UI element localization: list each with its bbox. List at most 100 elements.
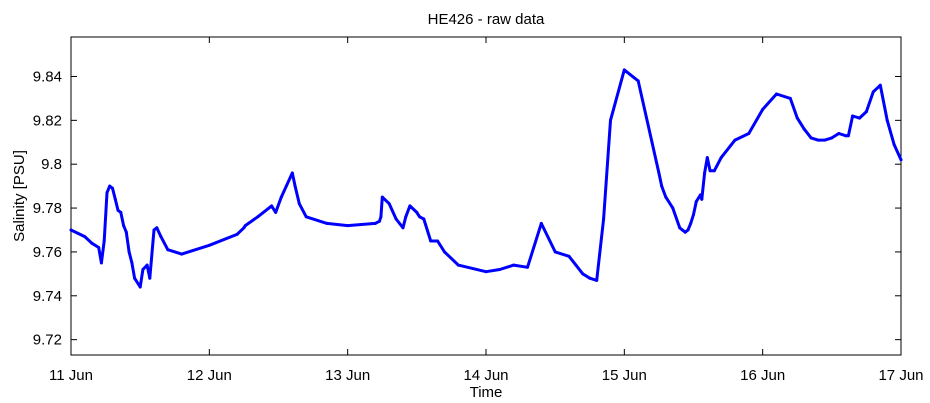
data-point bbox=[159, 235, 163, 239]
chart-title: HE426 - raw data bbox=[428, 11, 545, 28]
x-tick-label: 13 Jun bbox=[325, 367, 370, 384]
data-point bbox=[671, 206, 675, 210]
data-point bbox=[270, 204, 274, 208]
data-point bbox=[712, 169, 716, 173]
series-line-0 bbox=[69, 68, 903, 289]
data-point bbox=[775, 92, 778, 96]
data-point bbox=[595, 278, 599, 282]
data-point bbox=[113, 197, 117, 201]
data-point bbox=[761, 107, 765, 111]
data-point bbox=[498, 268, 502, 271]
y-tick-label: 9.74 bbox=[33, 288, 62, 305]
data-point bbox=[373, 221, 377, 225]
data-point bbox=[242, 226, 246, 230]
data-point bbox=[636, 79, 640, 83]
data-point bbox=[567, 254, 571, 258]
data-point bbox=[692, 213, 695, 217]
data-point bbox=[133, 276, 137, 280]
data-point bbox=[892, 143, 896, 146]
data-point bbox=[689, 221, 693, 225]
data-point bbox=[97, 246, 101, 249]
data-point bbox=[657, 171, 661, 175]
data-point bbox=[111, 186, 114, 190]
data-point bbox=[686, 228, 690, 232]
y-tick-label: 9.76 bbox=[33, 244, 62, 261]
data-point bbox=[602, 217, 606, 221]
y-tick-label: 9.78 bbox=[33, 200, 62, 217]
data-point bbox=[700, 197, 704, 201]
data-point bbox=[809, 136, 813, 140]
data-point bbox=[878, 83, 882, 87]
data-point bbox=[293, 184, 297, 188]
x-tick-label: 17 Jun bbox=[878, 367, 923, 384]
data-point bbox=[394, 217, 398, 221]
data-point bbox=[871, 90, 875, 94]
data-point bbox=[243, 224, 247, 228]
data-point bbox=[141, 268, 145, 271]
data-point bbox=[166, 248, 170, 252]
data-point bbox=[274, 210, 278, 214]
data-point bbox=[747, 132, 751, 135]
data-point bbox=[99, 261, 103, 265]
data-point bbox=[401, 226, 405, 230]
data-point bbox=[130, 261, 134, 265]
data-point bbox=[683, 230, 687, 234]
data-point bbox=[837, 132, 841, 135]
data-point bbox=[851, 114, 855, 118]
data-point bbox=[858, 116, 861, 120]
data-point bbox=[124, 230, 128, 234]
data-point bbox=[664, 195, 668, 199]
data-point bbox=[415, 210, 419, 214]
data-point bbox=[304, 215, 308, 219]
y-tick-label: 9.72 bbox=[33, 332, 62, 349]
data-point bbox=[622, 68, 626, 72]
data-point bbox=[436, 239, 440, 243]
data-point bbox=[418, 215, 422, 219]
data-point bbox=[708, 169, 712, 173]
data-point bbox=[553, 250, 557, 254]
y-tick-label: 9.84 bbox=[33, 68, 62, 85]
y-tick-label: 9.8 bbox=[41, 156, 62, 173]
data-point bbox=[105, 191, 109, 195]
series-layer bbox=[69, 68, 903, 289]
data-point bbox=[279, 195, 283, 199]
data-point bbox=[138, 285, 142, 289]
data-point bbox=[705, 156, 709, 160]
data-point bbox=[864, 110, 868, 114]
data-point bbox=[256, 215, 260, 219]
data-point bbox=[588, 276, 592, 280]
x-tick-label: 14 Jun bbox=[463, 367, 508, 384]
data-point bbox=[830, 136, 834, 140]
data-point bbox=[795, 116, 799, 120]
y-axis-label: Salinity [PSU] bbox=[11, 150, 28, 242]
axis-ticks bbox=[70, 37, 902, 355]
data-point bbox=[484, 270, 488, 274]
data-point bbox=[429, 239, 433, 243]
data-point bbox=[145, 263, 149, 267]
data-point bbox=[733, 138, 737, 142]
data-point bbox=[823, 138, 827, 142]
data-point bbox=[422, 217, 426, 221]
data-point bbox=[512, 263, 516, 267]
plot-frame bbox=[70, 36, 902, 356]
data-point bbox=[127, 250, 131, 254]
data-point bbox=[660, 184, 664, 188]
data-point bbox=[122, 224, 126, 228]
x-tick-label: 16 Jun bbox=[740, 367, 785, 384]
data-point bbox=[456, 263, 460, 267]
data-point bbox=[899, 158, 903, 162]
data-point bbox=[325, 221, 329, 225]
data-point bbox=[116, 208, 120, 212]
data-point bbox=[152, 228, 156, 232]
data-point bbox=[698, 193, 702, 197]
data-point bbox=[408, 204, 412, 208]
x-axis-label: Time bbox=[470, 384, 503, 401]
data-point bbox=[678, 226, 682, 230]
data-point bbox=[387, 202, 391, 206]
data-point bbox=[346, 224, 350, 228]
data-point bbox=[816, 138, 820, 142]
data-point bbox=[694, 200, 698, 203]
data-point bbox=[609, 118, 612, 122]
x-tick-label: 11 Jun bbox=[49, 367, 93, 384]
data-point bbox=[650, 140, 654, 144]
